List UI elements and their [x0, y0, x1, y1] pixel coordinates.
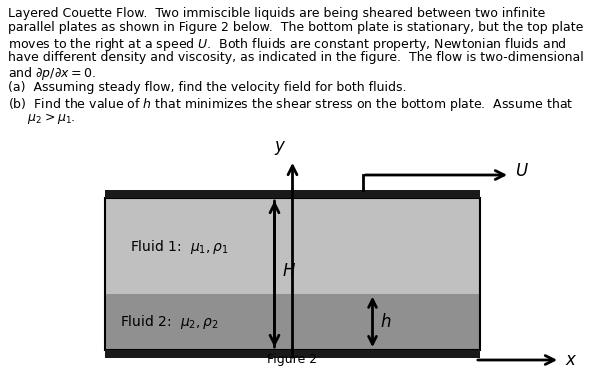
Text: $\mu_2 > \mu_1$.: $\mu_2 > \mu_1$.	[8, 110, 75, 125]
Bar	[105, 294, 480, 350]
Text: have different density and viscosity, as indicated in the figure.  The flow is t: have different density and viscosity, as…	[8, 51, 584, 64]
Text: Figure 2: Figure 2	[267, 353, 318, 366]
Text: $y$: $y$	[274, 139, 286, 157]
Text: $H$: $H$	[283, 262, 297, 280]
Text: moves to the right at a speed $U$.  Both fluids are constant property, Newtonian: moves to the right at a speed $U$. Both …	[8, 36, 567, 53]
Bar	[105, 198, 480, 350]
Text: Fluid 1:  $\mu_1, \rho_1$: Fluid 1: $\mu_1, \rho_1$	[130, 238, 229, 256]
Text: Fluid 2:  $\mu_2, \rho_2$: Fluid 2: $\mu_2, \rho_2$	[120, 313, 218, 331]
Text: (a)  Assuming steady flow, find the velocity field for both fluids.: (a) Assuming steady flow, find the veloc…	[8, 81, 406, 94]
Bar	[105, 190, 480, 198]
Text: Layered Couette Flow.  Two immiscible liquids are being sheared between two infi: Layered Couette Flow. Two immiscible liq…	[8, 7, 545, 20]
Text: $x$: $x$	[565, 351, 577, 369]
Text: $h$: $h$	[381, 313, 392, 331]
Text: and $\partial p/\partial x = 0$.: and $\partial p/\partial x = 0$.	[8, 65, 96, 82]
Bar	[105, 350, 480, 358]
Text: (b)  Find the value of $h$ that minimizes the shear stress on the bottom plate. : (b) Find the value of $h$ that minimizes…	[8, 96, 573, 113]
Text: $U$: $U$	[515, 162, 529, 180]
Bar	[105, 198, 480, 294]
Text: parallel plates as shown in Figure 2 below.  The bottom plate is stationary, but: parallel plates as shown in Figure 2 bel…	[8, 22, 583, 35]
